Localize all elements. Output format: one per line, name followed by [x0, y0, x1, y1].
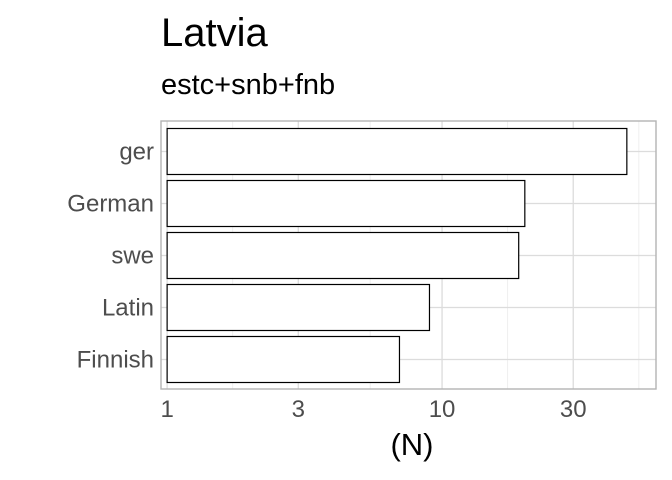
x-axis-label: (N) [390, 427, 433, 462]
y-tick-label-german: German [67, 191, 154, 218]
chart-title: Latvia [161, 11, 268, 55]
y-axis-tick-labels: ger German swe Latin Finnish [67, 139, 154, 374]
y-tick-label-ger: ger [119, 139, 154, 166]
y-tick-label-latin: Latin [102, 295, 154, 322]
x-tick-label-1: 1 [160, 396, 173, 423]
panel-border [160, 120, 657, 390]
bar-finnish [166, 335, 401, 384]
x-axis-tick-labels: 1 3 10 30 [160, 396, 586, 423]
x-tick-label-30: 30 [560, 396, 587, 423]
bars [166, 127, 628, 384]
x-tick-label-10: 10 [429, 396, 456, 423]
bar-swe [166, 231, 520, 280]
chart-subtitle: estc+snb+fnb [161, 69, 335, 101]
bar-latin [166, 283, 431, 332]
bar-ger [166, 127, 628, 176]
x-tick-label-3: 3 [292, 396, 305, 423]
y-tick-label-finnish: Finnish [77, 347, 154, 374]
bar-german [166, 179, 526, 228]
y-tick-label-swe: swe [111, 243, 154, 270]
